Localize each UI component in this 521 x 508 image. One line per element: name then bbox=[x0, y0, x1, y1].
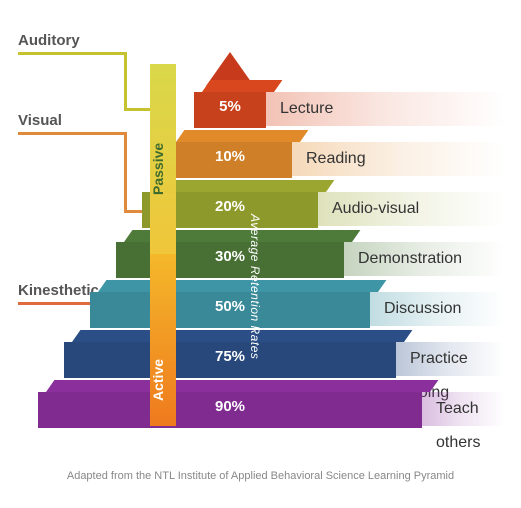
tier-label: Audio-visual bbox=[314, 192, 505, 226]
category-label-visual: Visual bbox=[18, 112, 62, 129]
connector-visual bbox=[18, 132, 126, 135]
avg-retention-caption: Average Retention Rates bbox=[248, 214, 262, 359]
tier-label: Demonstration bbox=[340, 242, 505, 276]
mode-strip: PassiveActive bbox=[150, 64, 176, 426]
category-label-auditory: Auditory bbox=[18, 32, 80, 49]
connector-auditory bbox=[18, 52, 126, 55]
tier-label: Practice doing bbox=[392, 342, 505, 376]
category-label-kinesth: Kinesthetic bbox=[18, 282, 99, 299]
tier-label: Discussion bbox=[366, 292, 505, 326]
mode-passive-label: Passive bbox=[150, 94, 176, 244]
mode-active-label: Active bbox=[150, 314, 176, 446]
tier-label: Teach others bbox=[418, 392, 505, 426]
tier-label: Lecture bbox=[262, 92, 505, 126]
credit-line: Adapted from the NTL Institute of Applie… bbox=[0, 470, 521, 482]
tier-label: Reading bbox=[288, 142, 505, 176]
tier-percent: 90% bbox=[200, 398, 260, 500]
